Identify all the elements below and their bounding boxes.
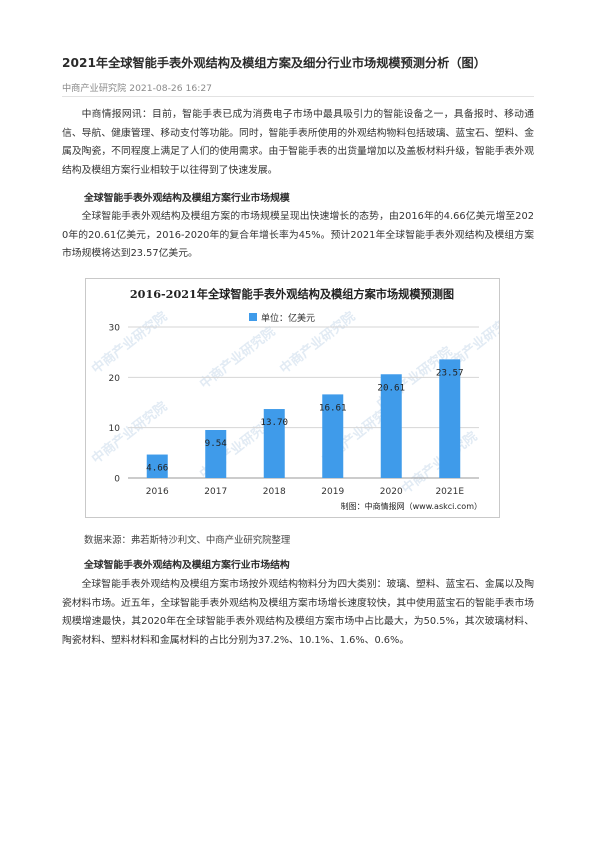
- bar-value-label: 20.61: [377, 382, 405, 393]
- bar-value-label: 13.70: [260, 417, 288, 428]
- section1-heading: 全球智能手表外观结构及模组方案行业市场规模: [84, 193, 290, 204]
- x-tick-label: 2020: [380, 487, 403, 497]
- x-tick-label: 2016: [146, 487, 169, 497]
- article-title: 2021年全球智能手表外观结构及模组方案及细分行业市场规模预测分析（图）: [62, 56, 486, 70]
- legend-swatch: [249, 313, 257, 321]
- x-tick-label: 2021E: [435, 487, 464, 497]
- chart-title: 2016-2021年全球智能手表外观结构及模组方案市场规模预测图: [130, 287, 454, 301]
- bar-value-label: 16.61: [319, 402, 347, 413]
- chart-svg: 中商产业研究院 中商产业研究院 中商产业研究院中商产业研究院中商产业研究院中商产业研…: [89, 287, 499, 511]
- section2-heading: 全球智能手表外观结构及模组方案行业市场结构: [84, 560, 290, 571]
- section2-paragraph: 全球智能手表外观结构及模组方案市场按外观结构物料分为四大类别：玻璃、塑料、蓝宝石…: [62, 579, 534, 646]
- intro-paragraph: 中商情报网讯：目前，智能手表已成为消费电子市场中最具吸引力的智能设备之一，具备报…: [62, 109, 534, 176]
- chart-credit: 制图：中商情报网（www.askci.com）: [341, 501, 482, 511]
- x-tick-label: 2019: [321, 487, 344, 497]
- y-tick-label: 20: [109, 374, 121, 384]
- bar: [205, 429, 227, 478]
- watermark-text: 中商产业研究院: [89, 309, 171, 378]
- title-divider: [62, 96, 534, 97]
- y-tick-label: 0: [114, 475, 120, 485]
- bar: [439, 359, 461, 478]
- bar-layer: 4.66 2016 9.54 2017 13.70 2018 16.61 2019 20.61 2…: [146, 359, 464, 497]
- grid-layer: 0 10 20 30: [109, 324, 479, 485]
- bar-value-label: 23.57: [436, 367, 464, 378]
- bar: [322, 394, 344, 478]
- y-tick-label: 10: [109, 424, 121, 434]
- bar-value-label: 9.54: [205, 438, 228, 449]
- bar: [380, 374, 402, 478]
- x-tick-label: 2018: [263, 487, 286, 497]
- y-tick-label: 30: [109, 324, 121, 334]
- bar-value-label: 4.66: [146, 463, 168, 474]
- watermark-text: 中商产业研究院: [197, 324, 279, 393]
- legend-label: 单位：亿美元: [261, 312, 315, 324]
- market-size-chart: 中商产业研究院 中商产业研究院 中商产业研究院 中商产业研究院 中商产业研究院 中商产业研…: [85, 278, 500, 518]
- source-note: 数据来源：弗若斯特沙利文、中商产业研究院整理: [84, 535, 291, 546]
- x-tick-label: 2017: [204, 487, 227, 497]
- section1-paragraph: 全球智能手表外观结构及模组方案的市场规模呈现出快速增长的态势，由2016年的4.…: [62, 211, 534, 259]
- bar: [263, 409, 285, 478]
- bar: [146, 454, 168, 478]
- article-meta: 中商产业研究院 2021-08-26 16:27: [62, 83, 213, 94]
